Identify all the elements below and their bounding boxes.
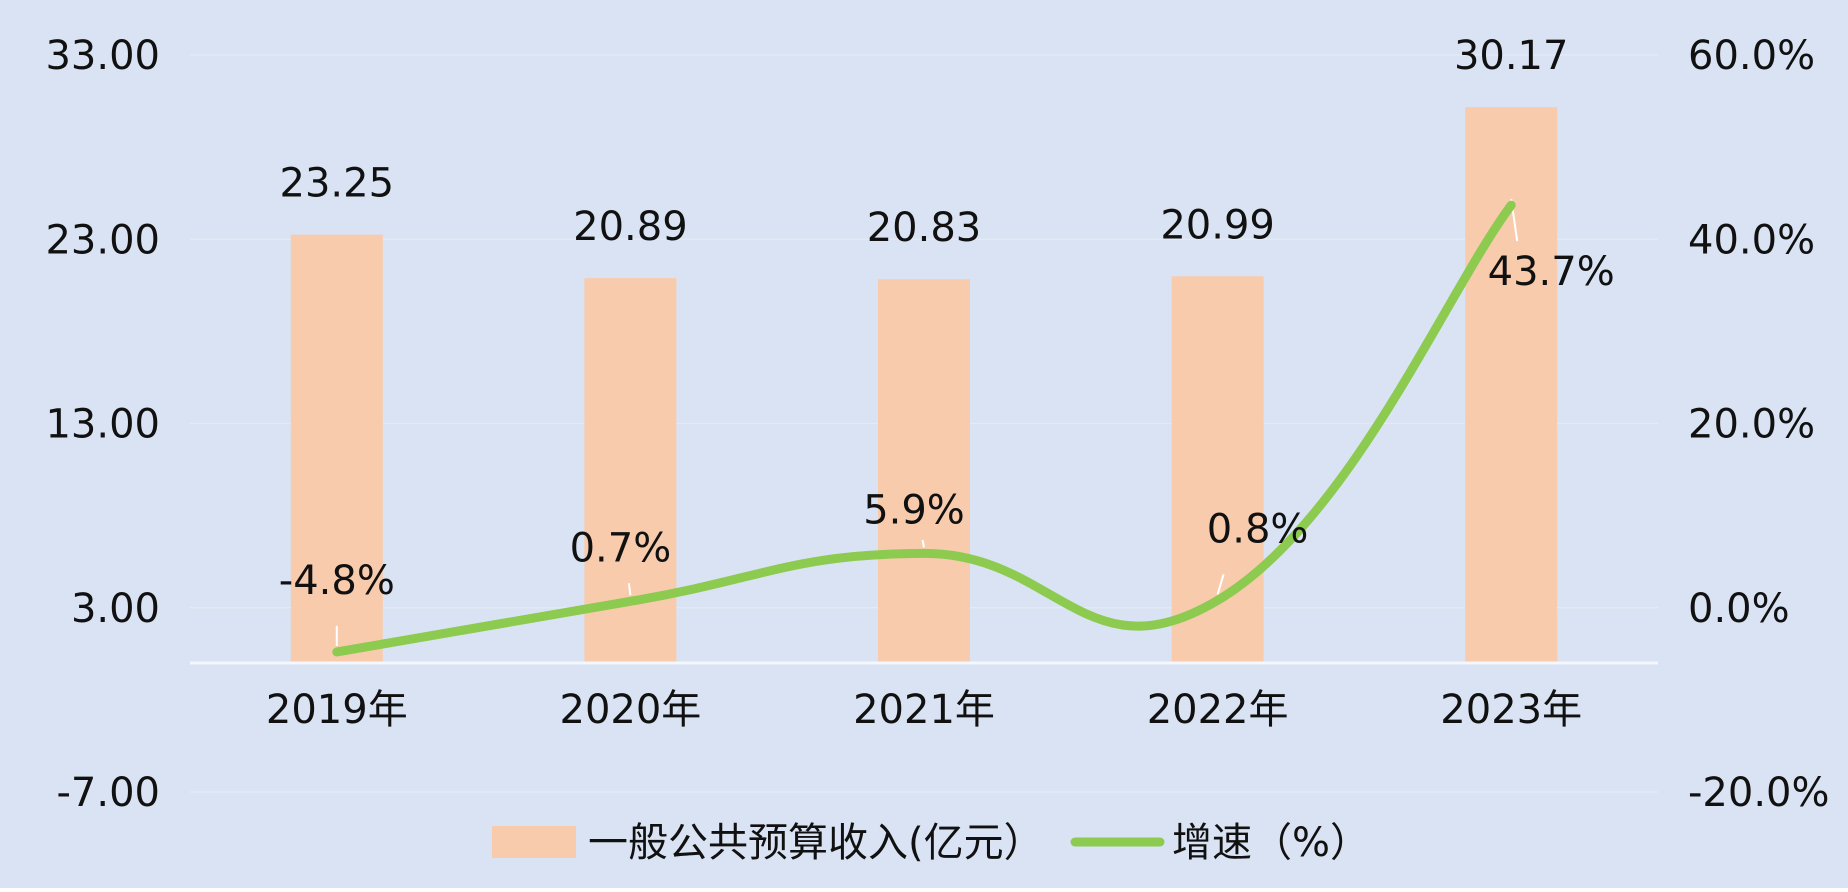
legend-label-growth: 增速（%） <box>1172 820 1370 866</box>
growth-label-2022年: 0.8% <box>1207 506 1309 552</box>
right-axis-tick-label: 60.0% <box>1688 33 1815 79</box>
bar-value-label-2022年: 20.99 <box>1160 202 1275 248</box>
growth-label-2020年: 0.7% <box>570 525 672 571</box>
bar-2021年 <box>878 279 970 664</box>
growth-label-2021年: 5.9% <box>863 487 965 533</box>
category-label-2021年: 2021年 <box>853 687 995 733</box>
data-label-leader-line <box>921 539 925 548</box>
right-axis-tick-label: -20.0% <box>1688 770 1830 816</box>
left-axis-tick-label: 3.00 <box>71 586 160 632</box>
category-label-2019年: 2019年 <box>266 687 408 733</box>
legend-label-revenue: 一般公共预算收入(亿元） <box>588 820 1044 866</box>
category-label-2022年: 2022年 <box>1147 687 1289 733</box>
bar-value-label-2023年: 30.17 <box>1454 33 1569 79</box>
left-axis-tick-label: 23.00 <box>45 217 160 263</box>
growth-label-2019年: -4.8% <box>279 558 395 604</box>
right-axis-tick-label: 0.0% <box>1688 586 1790 632</box>
bar-value-label-2021年: 20.83 <box>867 205 982 251</box>
data-label-leader-line <box>627 583 632 596</box>
left-axis-tick-label: 13.00 <box>45 402 160 448</box>
category-label-2020年: 2020年 <box>560 687 702 733</box>
right-axis-tick-label: 20.0% <box>1688 402 1815 448</box>
right-axis-tick-label: 40.0% <box>1688 217 1815 263</box>
left-axis-tick-label: 33.00 <box>45 33 160 79</box>
growth-label-2023年: 43.7% <box>1488 249 1615 295</box>
legend-swatch-revenue <box>492 826 576 858</box>
bar-value-label-2020年: 20.89 <box>573 204 688 250</box>
bar-2023年 <box>1465 107 1558 664</box>
data-label-leader-line <box>1216 573 1225 595</box>
legend: 一般公共预算收入(亿元） 增速（%） <box>492 820 1370 866</box>
left-axis-tick-label: -7.00 <box>57 770 161 816</box>
bar-2019年 <box>290 234 383 664</box>
bar-value-label-2019年: 23.25 <box>280 161 395 207</box>
category-label-2023年: 2023年 <box>1440 687 1582 733</box>
growth-rate-line <box>332 200 1516 657</box>
